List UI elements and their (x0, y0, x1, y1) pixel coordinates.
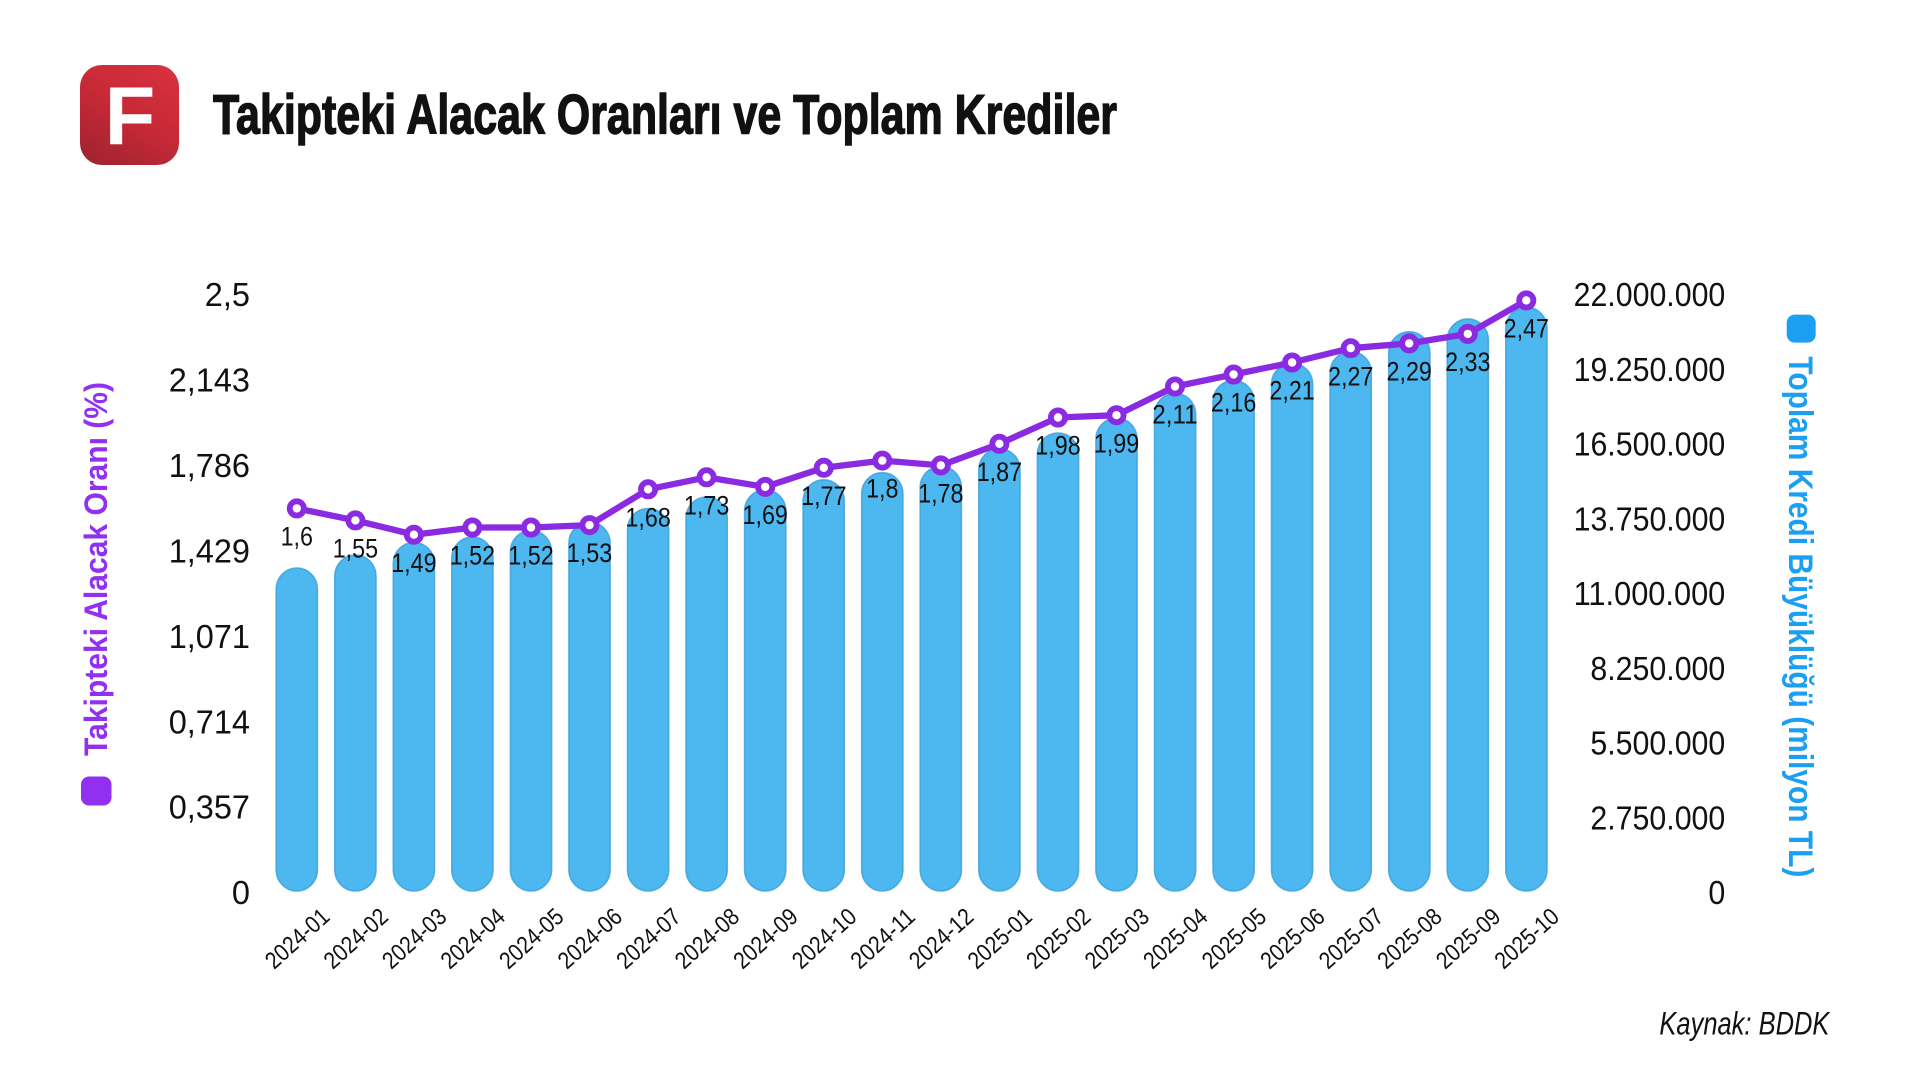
svg-text:1,78: 1,78 (918, 479, 963, 509)
svg-text:2.750.000: 2.750.000 (1590, 800, 1725, 837)
svg-text:1,071: 1,071 (169, 619, 250, 656)
svg-text:1,69: 1,69 (743, 500, 788, 530)
svg-text:1,53: 1,53 (567, 538, 612, 568)
svg-text:1,6: 1,6 (281, 522, 313, 552)
svg-text:0,357: 0,357 (169, 790, 250, 827)
svg-text:2,47: 2,47 (1504, 314, 1549, 344)
svg-text:1,429: 1,429 (169, 533, 250, 570)
svg-text:Takipteki Alacak Oranı (%): Takipteki Alacak Oranı (%) (78, 382, 114, 756)
svg-text:2,11: 2,11 (1152, 400, 1197, 430)
svg-text:1,99: 1,99 (1094, 428, 1139, 458)
svg-text:Kaynak: BDDK: Kaynak: BDDK (1659, 1005, 1830, 1041)
svg-text:1,55: 1,55 (333, 534, 378, 564)
svg-text:1,68: 1,68 (625, 502, 670, 532)
svg-text:1,77: 1,77 (801, 481, 846, 511)
svg-text:0: 0 (232, 875, 250, 912)
svg-text:2,143: 2,143 (169, 363, 250, 400)
svg-text:1,87: 1,87 (977, 457, 1022, 487)
svg-text:5.500.000: 5.500.000 (1590, 726, 1725, 763)
svg-text:1,49: 1,49 (391, 548, 436, 578)
svg-text:1,52: 1,52 (450, 541, 495, 571)
svg-text:13.750.000: 13.750.000 (1574, 501, 1726, 538)
svg-text:22.000.000: 22.000.000 (1574, 277, 1726, 314)
svg-text:1,52: 1,52 (508, 541, 553, 571)
svg-text:2,16: 2,16 (1211, 388, 1256, 418)
svg-text:2,27: 2,27 (1328, 361, 1373, 391)
svg-text:0: 0 (1708, 875, 1725, 912)
svg-text:2,29: 2,29 (1387, 357, 1432, 387)
svg-text:11.000.000: 11.000.000 (1574, 576, 1726, 613)
svg-text:1,786: 1,786 (169, 448, 250, 485)
svg-text:Takipteki Alacak Oranları ve T: Takipteki Alacak Oranları ve Toplam Kred… (213, 84, 1117, 146)
svg-text:F: F (105, 70, 156, 163)
svg-text:1,8: 1,8 (866, 474, 898, 504)
svg-text:2,33: 2,33 (1445, 347, 1490, 377)
svg-text:1,98: 1,98 (1035, 431, 1080, 461)
svg-text:1,73: 1,73 (684, 490, 729, 520)
svg-text:19.250.000: 19.250.000 (1574, 352, 1726, 389)
svg-text:16.500.000: 16.500.000 (1574, 427, 1726, 464)
svg-text:2,21: 2,21 (1269, 376, 1314, 406)
svg-text:8.250.000: 8.250.000 (1590, 651, 1725, 688)
svg-text:0,714: 0,714 (169, 704, 250, 741)
svg-text:2,5: 2,5 (205, 277, 250, 314)
svg-text:Toplam Kredi Büyüklüğü (milyon: Toplam Kredi Büyüklüğü (milyon TL) (1781, 356, 1819, 877)
